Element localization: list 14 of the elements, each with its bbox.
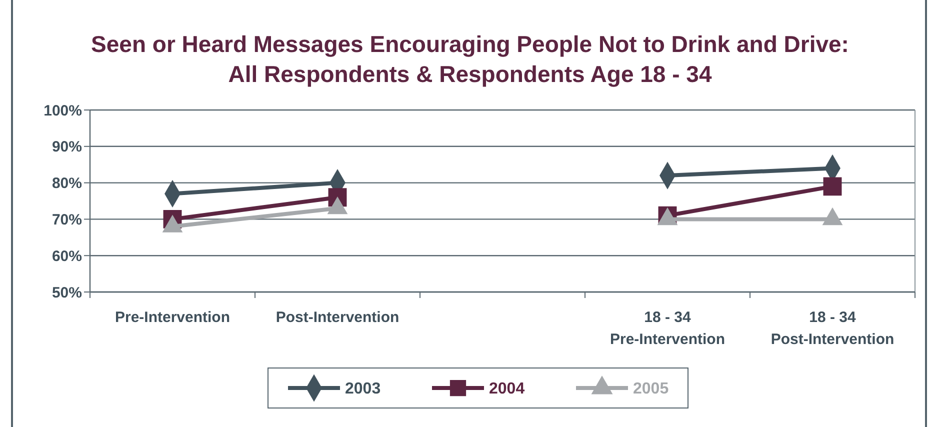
x-tick-label: 18 - 34 Post-Intervention — [770, 309, 894, 348]
y-tick-label: 80% — [52, 175, 82, 192]
x-tick-label: Pre-Intervention — [114, 309, 230, 326]
x-tick-label: 18 - 34 Pre-Intervention — [610, 309, 726, 348]
legend-label: 2003 — [345, 380, 381, 398]
chart-title: Seen or Heard Messages Encouraging People Not to Drink and Drive: All Respondents & Respondents Age 18 - 34 — [91, 31, 849, 87]
legend-label: 2004 — [489, 380, 525, 398]
y-tick-label: 70% — [52, 211, 82, 228]
y-tick-label: 60% — [52, 248, 82, 265]
y-tick-label: 100% — [44, 102, 82, 120]
x-tick-label: Post-Intervention — [276, 309, 400, 326]
y-tick-label: 50% — [52, 284, 82, 302]
legend-label: 2005 — [633, 380, 669, 398]
y-tick-label: 90% — [52, 138, 82, 156]
